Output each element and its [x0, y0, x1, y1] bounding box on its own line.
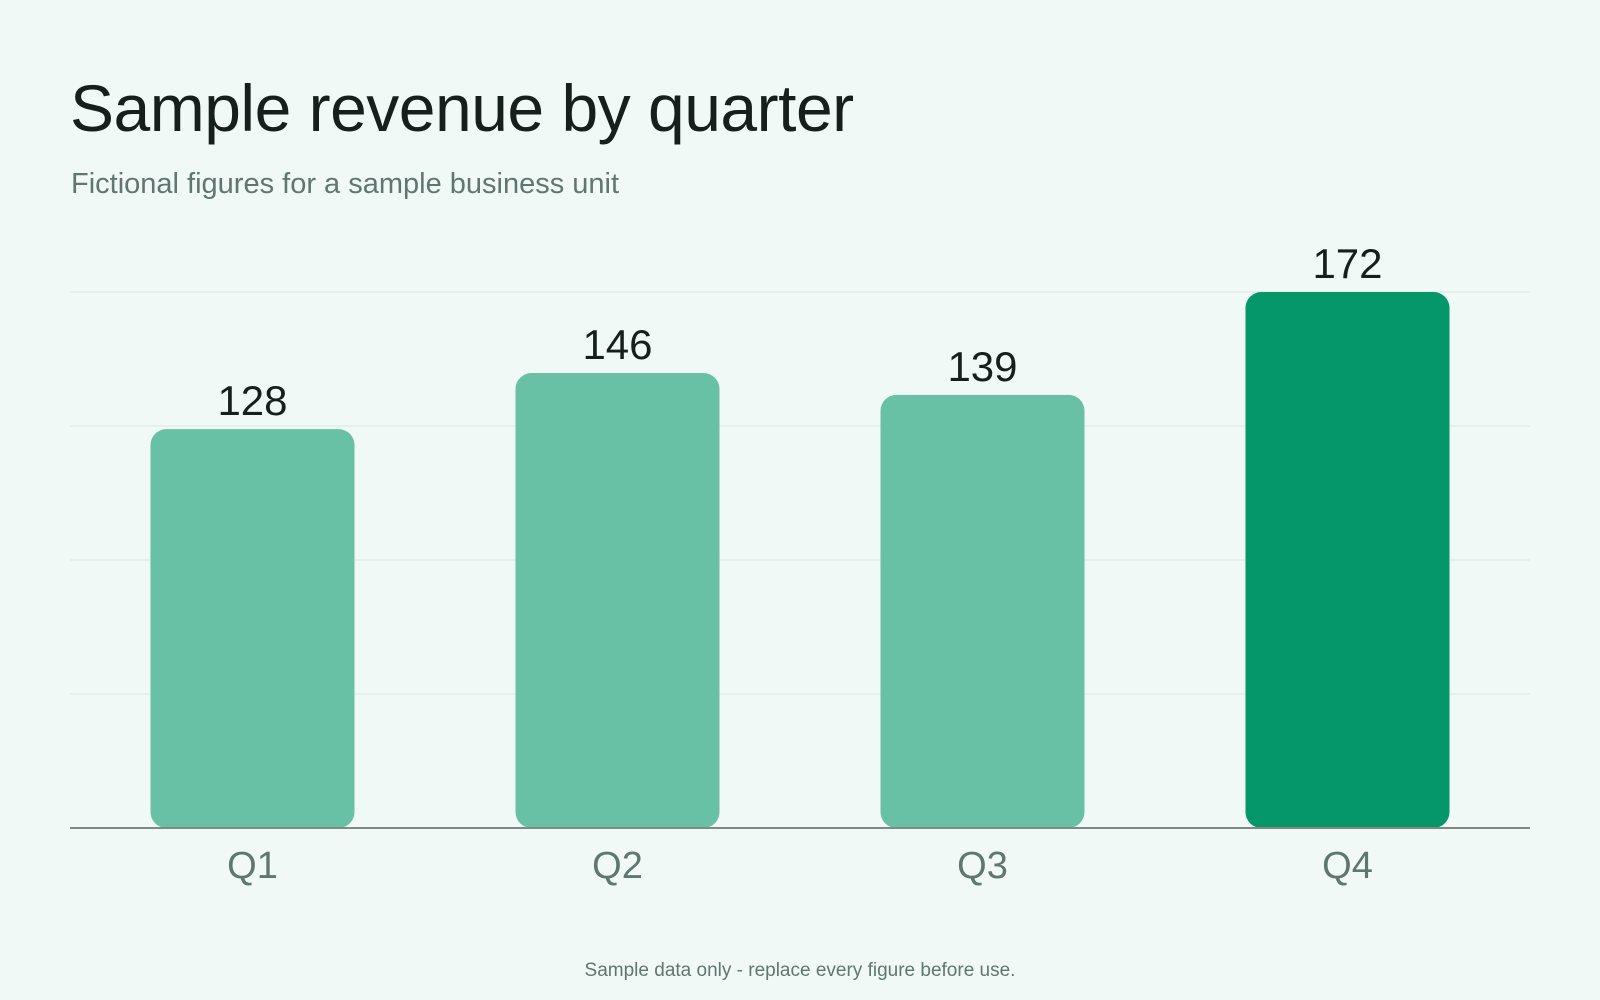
bars	[150, 292, 1450, 828]
bar-q1	[150, 429, 355, 828]
chart-title: Sample revenue by quarter	[70, 71, 854, 145]
value-label-q1: 128	[217, 377, 287, 424]
chart-subtitle: Fictional figures for a sample business …	[71, 168, 620, 200]
x-tick-label-q4: Q4	[1322, 845, 1373, 887]
x-tick-label-q1: Q1	[227, 845, 278, 887]
bar-q4	[1245, 292, 1450, 828]
x-tick-label-q2: Q2	[592, 845, 643, 887]
value-labels: 128 146 139 172	[217, 240, 1382, 424]
x-tick-labels: Q1 Q2 Q3 Q4	[227, 845, 1373, 887]
x-tick-label-q3: Q3	[957, 845, 1008, 887]
value-label-q2: 146	[582, 321, 652, 368]
bar-q2	[515, 373, 720, 828]
footnote: Sample data only - replace every figure …	[584, 960, 1016, 981]
value-label-q3: 139	[947, 343, 1017, 390]
value-label-q4: 172	[1312, 240, 1382, 287]
bar-q3	[880, 394, 1085, 828]
